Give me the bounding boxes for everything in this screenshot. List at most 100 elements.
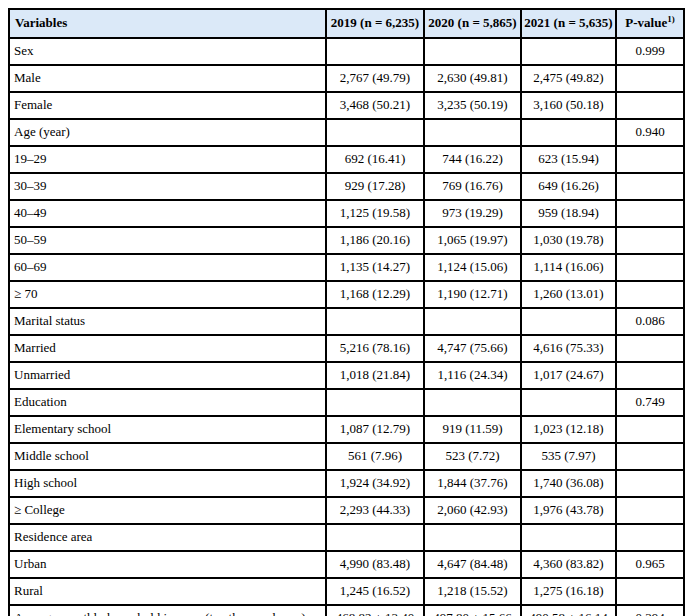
value-cell: 623 (15.94)	[521, 146, 616, 173]
variable-label: Average monthly household income (ten th…	[9, 605, 326, 616]
table-row-60-69: 60–691,135 (14.27)1,124 (15.06)1,114 (16…	[9, 254, 684, 281]
value-cell: 1,125 (19.58)	[326, 200, 424, 227]
table-row-middle-school: Middle school561 (7.96)523 (7.72)535 (7.…	[9, 443, 684, 470]
value-cell: 1,260 (13.01)	[521, 281, 616, 308]
table-header-row: Variables 2019 (n = 6,235) 2020 (n = 5,865…	[9, 9, 684, 38]
page: Variables 2019 (n = 6,235) 2020 (n = 5,865…	[0, 0, 689, 616]
value-cell: 2,060 (42.93)	[424, 497, 521, 524]
p-value-cell: 0.965	[616, 551, 684, 578]
table-row-high-school: High school1,924 (34.92)1,844 (37.76)1,7…	[9, 470, 684, 497]
table-row-70: ≥ 701,168 (12.29)1,190 (12.71)1,260 (13.…	[9, 281, 684, 308]
participant-characteristics-table: Variables 2019 (n = 6,235) 2020 (n = 5,865…	[8, 8, 685, 616]
p-value-cell	[616, 92, 684, 119]
table-row-urban: Urban4,990 (83.48)4,647 (84.48)4,360 (83…	[9, 551, 684, 578]
variable-label: 19–29	[9, 146, 326, 173]
value-cell	[424, 524, 521, 551]
p-value-cell: 0.394	[616, 605, 684, 616]
value-cell: 497.80 ± 15.66	[424, 605, 521, 616]
variable-label: 60–69	[9, 254, 326, 281]
value-cell: 744 (16.22)	[424, 146, 521, 173]
variable-label: Residence area	[9, 524, 326, 551]
value-cell: 1,017 (24.67)	[521, 362, 616, 389]
table-row-college: ≥ College2,293 (44.33)2,060 (42.93)1,976…	[9, 497, 684, 524]
value-cell: 1,023 (12.18)	[521, 416, 616, 443]
value-cell	[521, 389, 616, 416]
table-header: Variables 2019 (n = 6,235) 2020 (n = 5,865…	[9, 9, 684, 38]
value-cell: 1,065 (19.97)	[424, 227, 521, 254]
value-cell: 649 (16.26)	[521, 173, 616, 200]
variable-label: Female	[9, 92, 326, 119]
variable-label: Rural	[9, 578, 326, 605]
value-cell	[326, 119, 424, 146]
p-value-cell	[616, 146, 684, 173]
column-header-label: 2019 (n = 6,235)	[331, 15, 419, 30]
value-cell: 3,468 (50.21)	[326, 92, 424, 119]
value-cell: 2,475 (49.82)	[521, 65, 616, 92]
table-row-education: Education 0.749	[9, 389, 684, 416]
value-cell: 523 (7.72)	[424, 443, 521, 470]
p-value-cell	[616, 524, 684, 551]
p-value-cell	[616, 281, 684, 308]
value-cell: 1,116 (24.34)	[424, 362, 521, 389]
value-cell: 4,647 (84.48)	[424, 551, 521, 578]
p-value-cell: 0.086	[616, 308, 684, 335]
p-value-cell	[616, 227, 684, 254]
value-cell: 1,087 (12.79)	[326, 416, 424, 443]
table-row-sex: Sex0.999	[9, 38, 684, 65]
value-cell	[326, 308, 424, 335]
value-cell: 1,924 (34.92)	[326, 470, 424, 497]
value-cell	[424, 119, 521, 146]
value-cell	[521, 524, 616, 551]
p-value-cell	[616, 470, 684, 497]
value-cell: 5,216 (78.16)	[326, 335, 424, 362]
value-cell: 1,740 (36.08)	[521, 470, 616, 497]
column-header-2020-n-5-865: 2020 (n = 5,865)	[424, 9, 521, 38]
variable-label: Education	[9, 389, 326, 416]
variable-label: Marital status	[9, 308, 326, 335]
column-header-label: P-value	[625, 15, 667, 30]
p-value-cell	[616, 578, 684, 605]
value-cell: 1,030 (19.78)	[521, 227, 616, 254]
table-row-age-year: Age (year)0.940	[9, 119, 684, 146]
variable-label: Married	[9, 335, 326, 362]
value-cell: 1,245 (16.52)	[326, 578, 424, 605]
column-header-label: Variables	[15, 15, 67, 30]
table-body: Sex0.999Male2,767 (49.79)2,630 (49.81)2,…	[9, 38, 684, 616]
value-cell: 4,990 (83.48)	[326, 551, 424, 578]
p-value-cell: 0.940	[616, 119, 684, 146]
table-row-19-29: 19–29692 (16.41)744 (16.22)623 (15.94)	[9, 146, 684, 173]
value-cell: 1,018 (21.84)	[326, 362, 424, 389]
value-cell: 2,767 (49.79)	[326, 65, 424, 92]
value-cell	[521, 308, 616, 335]
value-cell: 561 (7.96)	[326, 443, 424, 470]
variable-label: Sex	[9, 38, 326, 65]
value-cell	[326, 389, 424, 416]
value-cell: 490.58 ± 16.14	[521, 605, 616, 616]
value-cell	[424, 38, 521, 65]
table-row-marital-status: Marital status 0.086	[9, 308, 684, 335]
table-row-male: Male2,767 (49.79)2,630 (49.81)2,475 (49.…	[9, 65, 684, 92]
column-header-label: 2021 (n = 5,635)	[524, 15, 612, 30]
value-cell	[326, 524, 424, 551]
variable-label: Male	[9, 65, 326, 92]
p-value-cell	[616, 335, 684, 362]
value-cell: 4,616 (75.33)	[521, 335, 616, 362]
variable-label: Urban	[9, 551, 326, 578]
column-header-2019-n-6-235: 2019 (n = 6,235)	[326, 9, 424, 38]
column-header-label: 2020 (n = 5,865)	[428, 15, 516, 30]
value-cell: 1,844 (37.76)	[424, 470, 521, 497]
column-header-variables: Variables	[9, 9, 326, 38]
value-cell: 769 (16.76)	[424, 173, 521, 200]
p-value-cell	[616, 65, 684, 92]
table-row-unmarried: Unmarried1,018 (21.84)1,116 (24.34)1,017…	[9, 362, 684, 389]
value-cell: 3,160 (50.18)	[521, 92, 616, 119]
value-cell: 1,135 (14.27)	[326, 254, 424, 281]
p-value-cell: 0.749	[616, 389, 684, 416]
p-value-cell	[616, 362, 684, 389]
variable-label: ≥ College	[9, 497, 326, 524]
value-cell: 1,275 (16.18)	[521, 578, 616, 605]
value-cell: 1,186 (20.16)	[326, 227, 424, 254]
value-cell: 1,976 (43.78)	[521, 497, 616, 524]
variable-label: 50–59	[9, 227, 326, 254]
value-cell	[521, 119, 616, 146]
